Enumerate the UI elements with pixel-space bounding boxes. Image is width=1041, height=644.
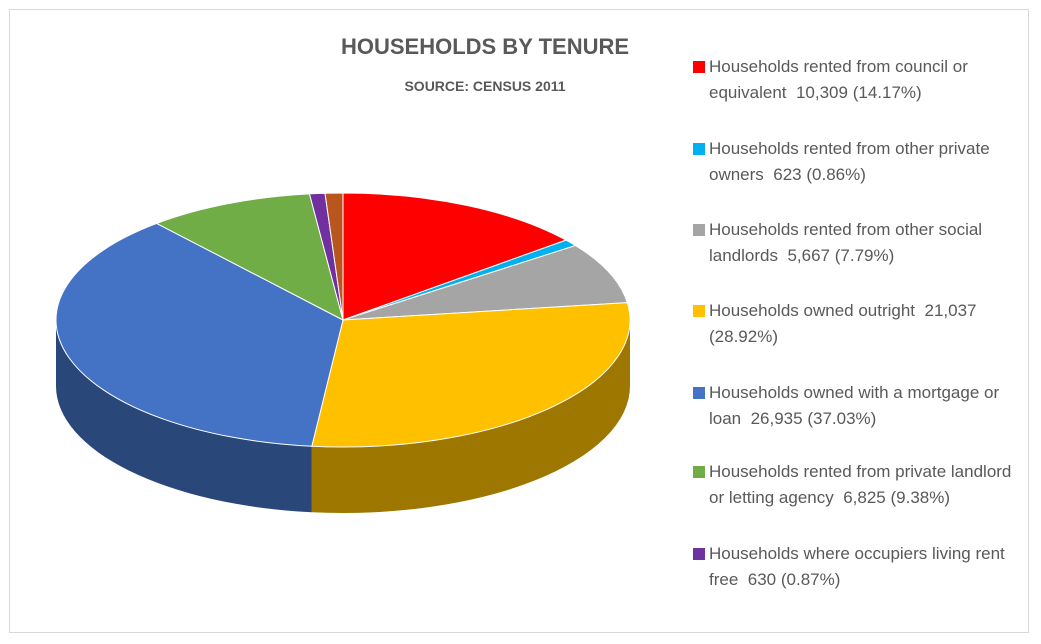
legend-label: Households owned with a mortgage or loan bbox=[709, 383, 1000, 428]
legend-entry: Households rented from private landlord … bbox=[693, 459, 1028, 511]
chart-subtitle: SOURCE: CENSUS 2011 bbox=[404, 78, 566, 94]
slice bbox=[324, 192, 344, 321]
slice-side bbox=[311, 320, 630, 513]
legend-swatch bbox=[693, 387, 705, 399]
legend-text: Households rented from other private own… bbox=[709, 136, 1028, 188]
legend-value: 623 bbox=[773, 165, 802, 184]
legend-swatch bbox=[693, 143, 705, 155]
legend-entry: Households rented from council or equiva… bbox=[693, 54, 1028, 106]
legend-percent: (14.17%) bbox=[852, 83, 922, 102]
legend-value: 21,037 bbox=[924, 301, 977, 320]
legend-value: 6,825 bbox=[843, 488, 886, 507]
legend-label: Households rented from other social land… bbox=[709, 220, 983, 265]
legend-value: 5,667 bbox=[787, 246, 830, 265]
legend-swatch bbox=[693, 548, 705, 560]
legend-text: Households rented from council or equiva… bbox=[709, 54, 1028, 106]
legend-swatch bbox=[693, 224, 705, 236]
legend-percent: (37.03%) bbox=[807, 409, 877, 428]
legend-swatch bbox=[693, 305, 705, 317]
slice bbox=[55, 222, 344, 447]
legend-label: Households rented from private landlord … bbox=[709, 462, 1012, 507]
legend-percent: (28.92%) bbox=[709, 327, 778, 346]
legend-entry: Households owned with a mortgage or loan… bbox=[693, 380, 1028, 432]
legend-entry: Households rented from other social land… bbox=[693, 217, 1028, 269]
legend-label: Households owned outright bbox=[709, 301, 916, 320]
legend-entry: Households owned outright 21,037 (28.92%… bbox=[693, 298, 1028, 350]
chart-frame bbox=[9, 9, 1029, 633]
slice bbox=[311, 302, 631, 448]
slice-side bbox=[56, 320, 312, 513]
legend-text: Households rented from private landlord … bbox=[709, 459, 1028, 511]
legend-text: Households owned with a mortgage or loan… bbox=[709, 380, 1028, 432]
legend-percent: (7.79%) bbox=[834, 246, 895, 265]
legend-percent: (0.86%) bbox=[806, 165, 866, 184]
legend-percent: (9.38%) bbox=[890, 488, 951, 507]
legend-text: Households owned outright 21,037 (28.92%… bbox=[709, 298, 1028, 350]
legend-value: 10,309 bbox=[795, 83, 848, 102]
legend-value: 630 bbox=[747, 570, 777, 589]
legend-swatch bbox=[693, 61, 705, 73]
slice bbox=[342, 244, 628, 321]
legend-entry: Households where occupiers living rent f… bbox=[693, 541, 1028, 593]
legend-text: Households rented from other social land… bbox=[709, 217, 1028, 269]
legend-swatch bbox=[693, 466, 705, 478]
legend-label: Households rented from council or equiva… bbox=[709, 57, 968, 102]
legend-value: 26,935 bbox=[750, 409, 803, 428]
slice bbox=[155, 193, 344, 321]
chart-title: HOUSEHOLDS BY TENURE bbox=[340, 34, 630, 59]
legend-percent: (0.87%) bbox=[780, 570, 841, 589]
slice bbox=[342, 192, 568, 321]
legend-label: Households where occupiers living rent f… bbox=[709, 544, 1005, 589]
legend-entry: Households rented from other private own… bbox=[693, 136, 1028, 188]
legend-label: Households rented from other private own… bbox=[709, 139, 990, 184]
legend-text: Households where occupiers living rent f… bbox=[709, 541, 1028, 593]
